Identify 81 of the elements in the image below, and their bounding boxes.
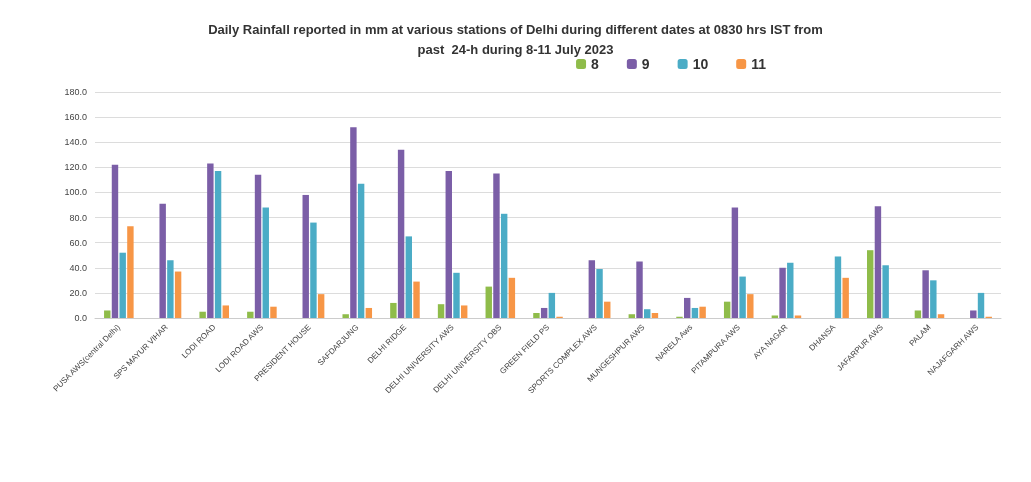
bar: [500, 213, 508, 318]
bar: [207, 163, 214, 318]
bar: [970, 310, 977, 318]
bar: [159, 203, 166, 318]
y-tick-label: 180.0: [64, 87, 87, 97]
bar: [596, 269, 603, 318]
bar: [310, 222, 317, 318]
bar: [104, 310, 111, 318]
bar: [834, 256, 842, 318]
bar: [842, 277, 849, 318]
bar: [699, 306, 706, 318]
bar: [548, 292, 556, 318]
bar: [867, 250, 874, 318]
bar: [977, 292, 985, 318]
bar: [247, 311, 254, 318]
bar: [254, 174, 262, 318]
legend-label: 11: [751, 56, 767, 72]
bar: [874, 206, 882, 318]
bar: [350, 127, 357, 318]
bar: [365, 307, 373, 318]
legend-label: 9: [641, 56, 650, 72]
bar: [644, 309, 651, 318]
bar: [779, 267, 786, 318]
bar: [683, 297, 691, 318]
y-tick-label: 100.0: [64, 187, 87, 198]
bar: [174, 271, 182, 318]
bar: [508, 277, 516, 318]
bar: [493, 173, 500, 318]
y-tick-label: 20.0: [69, 287, 87, 298]
bar: [437, 304, 445, 318]
bar: [262, 207, 269, 318]
bar: [739, 276, 746, 318]
bar: [453, 272, 460, 318]
bar: [540, 307, 548, 318]
legend-label: 10: [692, 56, 709, 72]
y-tick-label: 60.0: [69, 237, 87, 248]
bar: [930, 280, 937, 318]
y-tick-label: 40.0: [69, 262, 87, 273]
bar: [922, 270, 929, 318]
bar: [127, 226, 134, 318]
bar: [787, 262, 794, 318]
bar: [167, 260, 174, 318]
y-tick-label: 160.0: [64, 112, 87, 123]
bar: [731, 207, 739, 318]
bar: [390, 302, 397, 318]
bar: [651, 312, 659, 318]
y-tick-label: 0.0: [74, 313, 87, 323]
bar: [485, 286, 492, 318]
bar: [460, 305, 468, 318]
bar: [937, 314, 945, 318]
bar: [723, 301, 731, 318]
bar: [636, 261, 643, 318]
bar: [445, 171, 452, 318]
bar: [771, 315, 779, 318]
chart-title: Daily Rainfall reported in mm at various stations of Delhi during different dates at 0830 hrs IST from past 24-h during 8-11 July 2023: [208, 21, 823, 57]
bar: [747, 294, 754, 318]
y-tick-label: 120.0: [64, 162, 87, 173]
bar: [317, 294, 325, 318]
bar: [111, 164, 119, 318]
bar: [397, 149, 405, 318]
bar: [270, 306, 277, 318]
bar: [794, 315, 802, 318]
bar: [413, 281, 420, 318]
bar: [604, 301, 611, 318]
bar: [222, 305, 229, 318]
bar: [405, 236, 413, 318]
bar: [914, 310, 922, 318]
bar: [214, 171, 222, 318]
bar: [119, 252, 126, 318]
bar: [199, 311, 206, 318]
y-tick-label: 140.0: [64, 137, 87, 148]
legend-label: 8: [591, 56, 600, 72]
bar: [628, 314, 636, 318]
bar: [533, 312, 540, 318]
bar: [588, 260, 596, 318]
bar: [357, 183, 365, 318]
bar: [342, 314, 349, 318]
y-tick-label: 80.0: [69, 212, 87, 223]
bar: [882, 265, 889, 318]
bar: [302, 194, 309, 318]
bar: [691, 307, 699, 318]
